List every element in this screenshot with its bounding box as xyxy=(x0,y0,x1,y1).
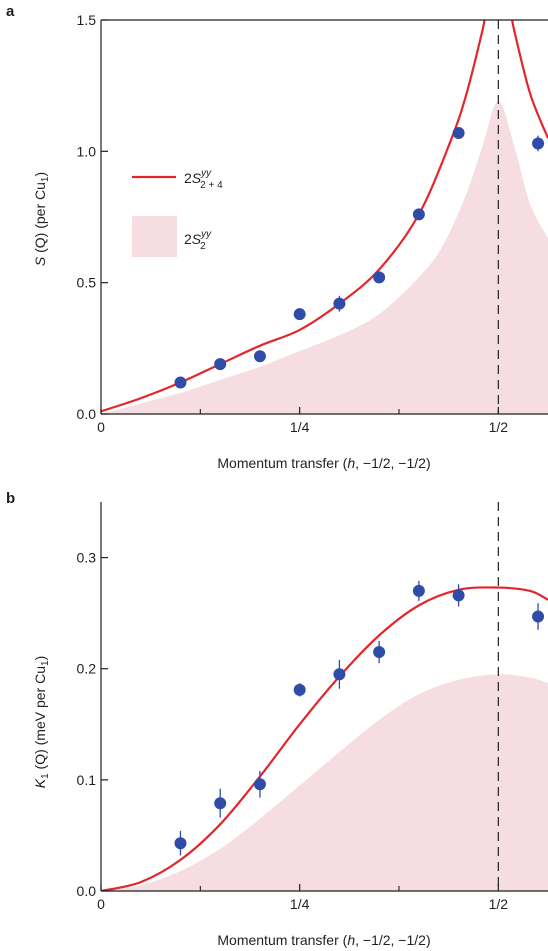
data-point xyxy=(373,646,386,659)
data-point xyxy=(253,778,266,791)
legend-label-2s2: 2Syy 2 xyxy=(184,229,212,252)
data-point xyxy=(293,683,306,696)
data-point xyxy=(532,610,545,623)
panel-b: b 0.0 0.1 0.2 0.3 0 1/4 1/2 K1 (Q) (meV per Cu… xyxy=(6,490,548,948)
data-point xyxy=(333,668,346,681)
panel-a-axes xyxy=(100,19,548,415)
y-tick-label: 0.3 xyxy=(77,550,97,566)
y-tick-label: 1.5 xyxy=(77,12,97,28)
panel-a-label: a xyxy=(6,3,15,20)
y-tick-label: 0.0 xyxy=(77,883,97,899)
data-point xyxy=(373,271,386,284)
data-point xyxy=(452,126,465,139)
panel-b-label: b xyxy=(6,490,15,507)
data-point xyxy=(532,137,545,150)
y-tick-label: 0.0 xyxy=(77,406,97,422)
data-point xyxy=(174,376,187,389)
x-tick-label: 1/2 xyxy=(489,419,509,435)
data-point xyxy=(452,589,465,602)
data-point xyxy=(333,297,346,310)
panel-b-ticks: 0.0 0.1 0.2 0.3 0 1/4 1/2 xyxy=(77,550,509,912)
x-tick-label: 1/4 xyxy=(290,419,310,435)
data-point xyxy=(214,358,227,371)
data-point xyxy=(412,584,425,597)
data-point xyxy=(214,797,227,810)
legend-area-swatch xyxy=(132,216,177,257)
x-tick-label: 0 xyxy=(97,896,105,912)
data-point xyxy=(412,208,425,221)
panel-a: a 0.0 0.5 1.0 1.5 0 1/4 1/2 S (Q) (per Cu1) Mo… xyxy=(6,3,548,471)
y-tick-label: 0.2 xyxy=(77,661,97,677)
panel-a-area-layer xyxy=(101,101,548,414)
panel-a-legend: 2Syy 2 + 4 2Syy 2 xyxy=(132,168,223,257)
y-tick-label: 0.5 xyxy=(77,275,97,291)
panel-a-ticks: 0.0 0.5 1.0 1.5 0 1/4 1/2 xyxy=(77,12,509,435)
panel-a-ylabel: S (Q) (per Cu1) xyxy=(32,172,51,266)
panel-b-axes xyxy=(100,502,548,892)
area-series-a xyxy=(101,101,548,414)
panel-b-ylabel: K1 (Q) (meV per Cu1) xyxy=(32,656,51,789)
data-point xyxy=(174,837,187,850)
y-tick-label: 0.1 xyxy=(77,772,97,788)
area-series-b xyxy=(101,674,548,891)
panel-a-points-layer xyxy=(174,126,545,389)
panel-a-xlabel: Momentum transfer (h, −1/2, −1/2) xyxy=(217,455,430,471)
data-point xyxy=(253,350,266,363)
panel-b-area-layer xyxy=(101,674,548,891)
y-tick-label: 1.0 xyxy=(77,143,97,159)
panel-b-points-layer xyxy=(174,580,545,856)
panel-b-xlabel: Momentum transfer (h, −1/2, −1/2) xyxy=(217,932,430,948)
x-tick-label: 1/4 xyxy=(290,896,310,912)
x-tick-label: 0 xyxy=(97,419,105,435)
data-point xyxy=(293,308,306,321)
legend-label-2s24: 2Syy 2 + 4 xyxy=(184,168,223,191)
x-tick-label: 1/2 xyxy=(489,896,509,912)
